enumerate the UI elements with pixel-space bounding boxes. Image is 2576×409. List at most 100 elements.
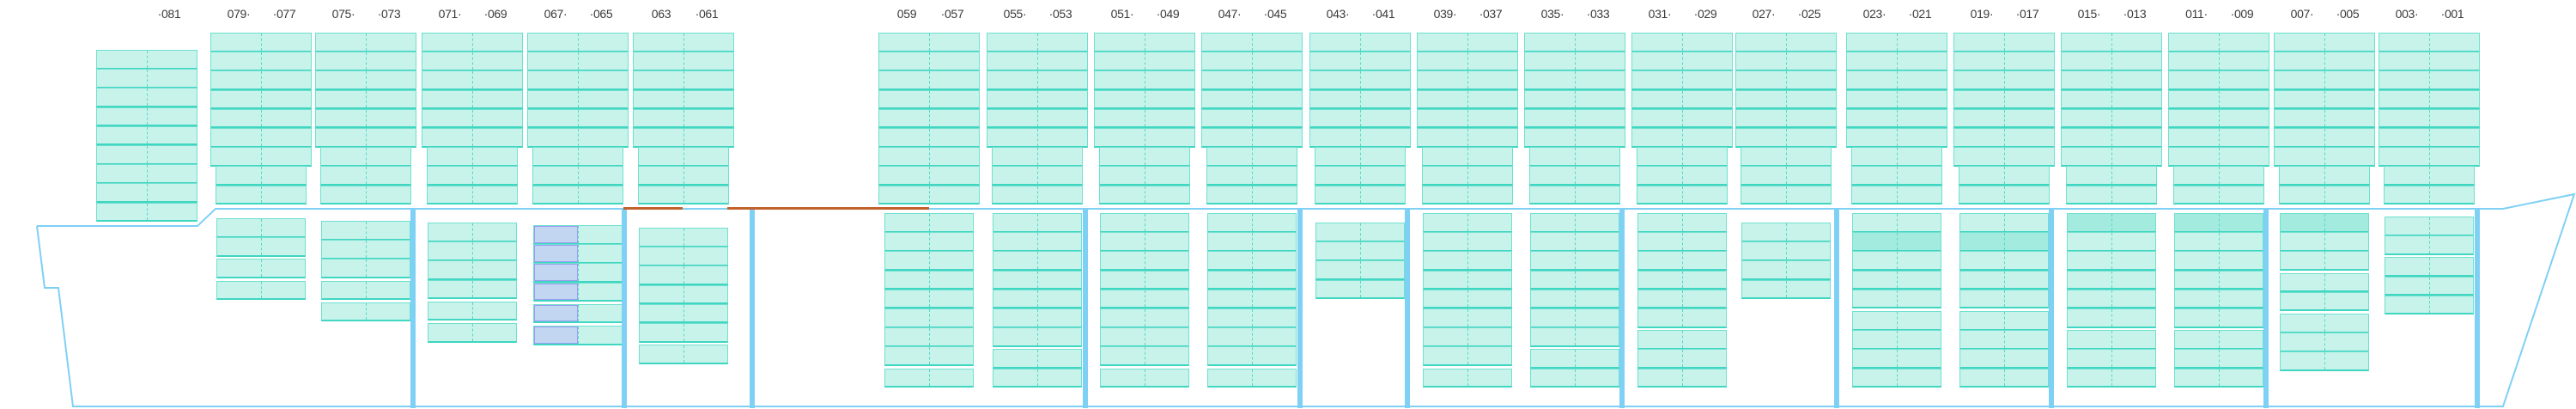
hold-slot[interactable] (639, 284, 728, 305)
deck-slot[interactable] (315, 89, 416, 110)
hold-slot[interactable] (2067, 232, 2156, 252)
deck-slot[interactable] (1094, 128, 1195, 148)
hold-slot[interactable] (2174, 330, 2263, 350)
hold-slot[interactable] (993, 232, 1082, 252)
hold-slot[interactable] (1852, 232, 1941, 252)
hold-slot[interactable] (884, 327, 974, 347)
hold-slot[interactable] (1530, 308, 1619, 328)
deck-slot[interactable] (1529, 166, 1620, 186)
deck-slot[interactable] (1851, 166, 1942, 186)
deck-slot[interactable] (1206, 147, 1297, 167)
hold-slot[interactable] (1207, 251, 1297, 272)
hold-slot[interactable] (428, 279, 517, 300)
hold-slot[interactable] (639, 247, 728, 266)
hold-slot[interactable] (2280, 251, 2369, 272)
deck-slot[interactable] (2379, 70, 2480, 91)
deck-slot[interactable] (1741, 166, 1832, 186)
hold-slot[interactable] (2067, 270, 2156, 290)
hold-slot[interactable] (993, 251, 1082, 272)
hold-slot[interactable] (884, 368, 974, 388)
hold-slot[interactable] (1959, 311, 2049, 331)
hold-slot[interactable] (2067, 213, 2156, 233)
hold-slot[interactable] (533, 303, 623, 324)
deck-slot[interactable] (1631, 108, 1733, 129)
deck-slot[interactable] (1735, 89, 1837, 110)
deck-slot[interactable] (315, 108, 416, 129)
deck-slot[interactable] (1201, 128, 1303, 148)
hold-slot[interactable] (1959, 232, 2049, 252)
deck-slot[interactable] (210, 52, 312, 71)
hold-slot[interactable] (1637, 213, 1727, 233)
deck-slot[interactable] (2061, 52, 2162, 71)
hold-slot[interactable] (2174, 308, 2263, 328)
deck-slot[interactable] (210, 147, 312, 167)
deck-slot[interactable] (2379, 108, 2480, 129)
bay-label[interactable]: ·077 (272, 7, 296, 21)
deck-slot[interactable] (422, 70, 523, 91)
deck-slot[interactable] (96, 183, 197, 204)
deck-slot[interactable] (527, 52, 629, 71)
selected-slot[interactable] (534, 264, 578, 282)
deck-slot[interactable] (2168, 70, 2269, 91)
deck-slot[interactable] (2173, 166, 2264, 186)
deck-slot[interactable] (527, 89, 629, 110)
deck-slot[interactable] (2274, 147, 2375, 167)
deck-slot[interactable] (427, 185, 518, 205)
deck-slot[interactable] (1851, 147, 1942, 167)
deck-slot[interactable] (878, 33, 980, 52)
hold-slot[interactable] (639, 323, 728, 343)
deck-slot[interactable] (2379, 33, 2480, 52)
hold-slot[interactable] (993, 289, 1082, 309)
deck-slot[interactable] (1953, 147, 2055, 167)
bay-label[interactable]: 067· (544, 7, 568, 21)
deck-slot[interactable] (96, 125, 197, 146)
bay-label[interactable]: ·025 (1797, 7, 1821, 21)
deck-slot[interactable] (210, 70, 312, 91)
deck-slot[interactable] (422, 89, 523, 110)
deck-slot[interactable] (1094, 33, 1195, 52)
deck-slot[interactable] (527, 108, 629, 129)
deck-slot[interactable] (1631, 52, 1733, 71)
bay-label[interactable]: 035· (1540, 7, 1564, 21)
bay-label[interactable]: ·061 (695, 7, 719, 21)
hold-slot[interactable] (2067, 368, 2156, 388)
deck-slot[interactable] (2066, 166, 2157, 186)
deck-slot[interactable] (2384, 185, 2475, 205)
deck-slot[interactable] (1417, 128, 1518, 148)
deck-slot[interactable] (633, 52, 734, 71)
deck-slot[interactable] (992, 185, 1083, 205)
deck-slot[interactable] (1206, 185, 1297, 205)
hold-slot[interactable] (1315, 241, 1405, 261)
bay-label[interactable]: 039· (1433, 7, 1457, 21)
hold-slot[interactable] (1530, 349, 1619, 369)
hold-slot[interactable] (1315, 279, 1405, 300)
hold-slot[interactable] (1741, 260, 1831, 281)
deck-slot[interactable] (1735, 70, 1837, 91)
hold-slot[interactable] (2174, 213, 2263, 233)
deck-slot[interactable] (1846, 128, 1947, 148)
bay-label[interactable]: ·021 (1908, 7, 1932, 21)
hold-slot[interactable] (1207, 232, 1297, 252)
deck-slot[interactable] (633, 89, 734, 110)
hold-slot[interactable] (2280, 351, 2369, 372)
deck-slot[interactable] (96, 69, 197, 89)
hold-slot[interactable] (533, 225, 623, 245)
deck-slot[interactable] (320, 185, 411, 205)
deck-slot[interactable] (2279, 185, 2370, 205)
deck-slot[interactable] (2173, 185, 2264, 205)
deck-slot[interactable] (96, 145, 197, 165)
hold-slot[interactable] (1207, 270, 1297, 290)
hold-slot[interactable] (1423, 327, 1512, 347)
hold-slot[interactable] (884, 289, 974, 309)
deck-slot[interactable] (1201, 108, 1303, 129)
hold-slot[interactable] (2385, 235, 2474, 255)
deck-slot[interactable] (1741, 147, 1832, 167)
hold-slot[interactable] (1207, 289, 1297, 309)
hold-slot[interactable] (993, 270, 1082, 290)
hold-slot[interactable] (1959, 213, 2049, 233)
hold-slot[interactable] (639, 266, 728, 286)
hold-slot[interactable] (216, 259, 306, 279)
hold-slot[interactable] (321, 302, 410, 322)
bay-label[interactable]: ·045 (1263, 7, 1287, 21)
deck-slot[interactable] (878, 70, 980, 91)
